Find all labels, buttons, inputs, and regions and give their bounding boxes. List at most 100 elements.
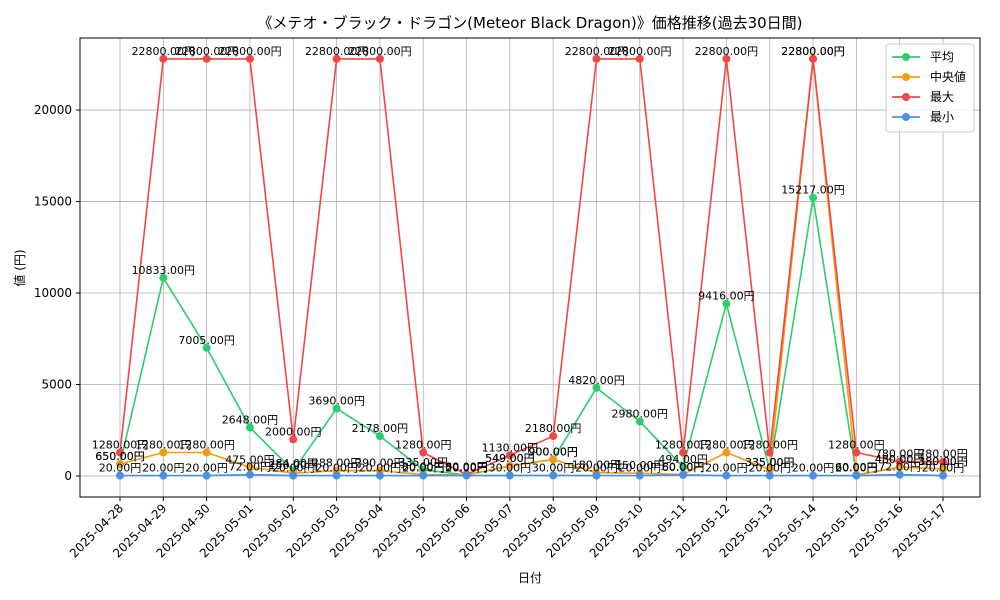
data-label: 284.00円 xyxy=(269,457,319,470)
data-labels: 650.00円 10833.00円 7005.00円 2648.00円 284.00円 3… xyxy=(92,45,968,475)
data-point xyxy=(635,54,644,63)
chart-title: 《メテオ・ブラック・ドラゴン(Meteor Black Dragon)》価格推移… xyxy=(257,14,802,32)
data-label: 20.00円 xyxy=(272,462,315,475)
data-point xyxy=(289,435,298,444)
data-label: 1280.00円 xyxy=(178,439,235,452)
data-label: 50.00円 xyxy=(445,461,488,474)
data-label: 10833.00円 xyxy=(132,264,196,277)
data-label: 22800.00円 xyxy=(565,45,629,58)
data-point xyxy=(809,54,818,63)
data-label: 650.00円 xyxy=(95,450,145,463)
data-point xyxy=(549,471,558,480)
data-point xyxy=(159,54,168,63)
data-point xyxy=(116,460,124,469)
series-line xyxy=(119,58,943,476)
data-point xyxy=(332,404,341,413)
data-point xyxy=(202,471,211,480)
series-line xyxy=(120,473,944,477)
data-label: 1280.00円 xyxy=(395,439,452,452)
legend-marker xyxy=(902,113,910,121)
data-label: 2180.00円 xyxy=(525,422,582,435)
data-point xyxy=(635,471,644,480)
data-label: 20.00円 xyxy=(748,462,791,475)
data-label: 1280.00円 xyxy=(135,439,192,452)
data-label: 20.00円 xyxy=(99,462,142,475)
data-label: 549.00円 xyxy=(485,452,535,465)
data-point xyxy=(419,471,428,480)
data-label: 2000.00円 xyxy=(265,425,322,438)
legend-marker xyxy=(902,73,910,81)
data-label: 3690.00円 xyxy=(308,394,365,407)
grid xyxy=(80,38,980,497)
data-label: 480.00円 xyxy=(875,453,925,466)
data-point xyxy=(245,423,254,432)
data-label: 20.00円 xyxy=(359,462,402,475)
data-label: 22800.00円 xyxy=(781,45,845,58)
data-point xyxy=(635,417,644,426)
data-point xyxy=(332,471,341,480)
legend-label: 最大 xyxy=(930,90,954,104)
legend-item: 最大 xyxy=(892,90,954,104)
data-point xyxy=(765,465,774,474)
plot-frame xyxy=(79,37,981,498)
data-label: 80.00円 xyxy=(445,460,488,473)
data-label: 9416.00円 xyxy=(698,290,755,303)
data-label: 60.00円 xyxy=(835,461,878,474)
data-label: 20.00円 xyxy=(922,462,965,475)
series-3 xyxy=(116,54,947,479)
data-point xyxy=(809,193,818,202)
data-point xyxy=(202,343,211,352)
data-point xyxy=(765,471,774,480)
data-label: 335.00円 xyxy=(745,456,795,469)
data-label: 4820.00円 xyxy=(568,374,625,387)
data-point xyxy=(116,471,124,480)
data-label: 50.00円 xyxy=(445,461,488,474)
data-label: 150.00円 xyxy=(269,459,319,472)
data-point xyxy=(159,273,168,282)
data-label: 20.00円 xyxy=(185,462,228,475)
y-axis-label: 値 (円) xyxy=(12,249,27,286)
data-label: 1280.00円 xyxy=(741,439,798,452)
data-label: 2178.00円 xyxy=(352,422,409,435)
data-point xyxy=(245,54,254,63)
data-label: 475.00円 xyxy=(225,453,275,466)
data-point xyxy=(722,299,731,308)
data-label: 30.00円 xyxy=(532,461,575,474)
data-label: 20.00円 xyxy=(792,462,835,475)
data-point xyxy=(722,471,731,480)
series-4 xyxy=(116,470,947,480)
data-point xyxy=(202,448,211,457)
data-label: 60.00円 xyxy=(835,461,878,474)
data-label: 494.00円 xyxy=(658,453,708,466)
data-label: 22800.00円 xyxy=(305,45,369,58)
data-label: 22800.00円 xyxy=(175,45,239,58)
y-tick-label: 15000 xyxy=(34,195,72,209)
data-label: 20.00円 xyxy=(619,462,662,475)
data-label: 20.00円 xyxy=(402,462,445,475)
data-label: 650.00円 xyxy=(95,450,145,463)
data-point xyxy=(895,463,904,472)
legend-label: 中央値 xyxy=(930,69,966,84)
data-label: 480.00円 xyxy=(875,453,925,466)
data-label: 1280.00円 xyxy=(698,439,755,452)
data-point xyxy=(462,471,471,480)
data-point xyxy=(592,471,601,480)
data-label: 20.00円 xyxy=(142,462,185,475)
data-point xyxy=(939,471,947,480)
data-label: 288.00円 xyxy=(312,457,362,470)
data-point xyxy=(852,448,861,457)
data-point xyxy=(722,448,731,457)
data-point xyxy=(592,383,601,392)
y-tick-label: 0 xyxy=(64,469,72,483)
legend-label: 最小 xyxy=(930,110,954,124)
data-label: 780.00円 xyxy=(918,448,968,461)
legend-item: 最小 xyxy=(892,110,954,124)
data-point xyxy=(505,471,514,480)
data-label: 20.00円 xyxy=(705,462,748,475)
x-axis-label: 日付 xyxy=(518,571,542,585)
data-label: 30.00円 xyxy=(489,461,532,474)
data-point xyxy=(679,470,688,479)
legend-label: 平均 xyxy=(930,50,954,64)
data-point xyxy=(852,471,861,480)
